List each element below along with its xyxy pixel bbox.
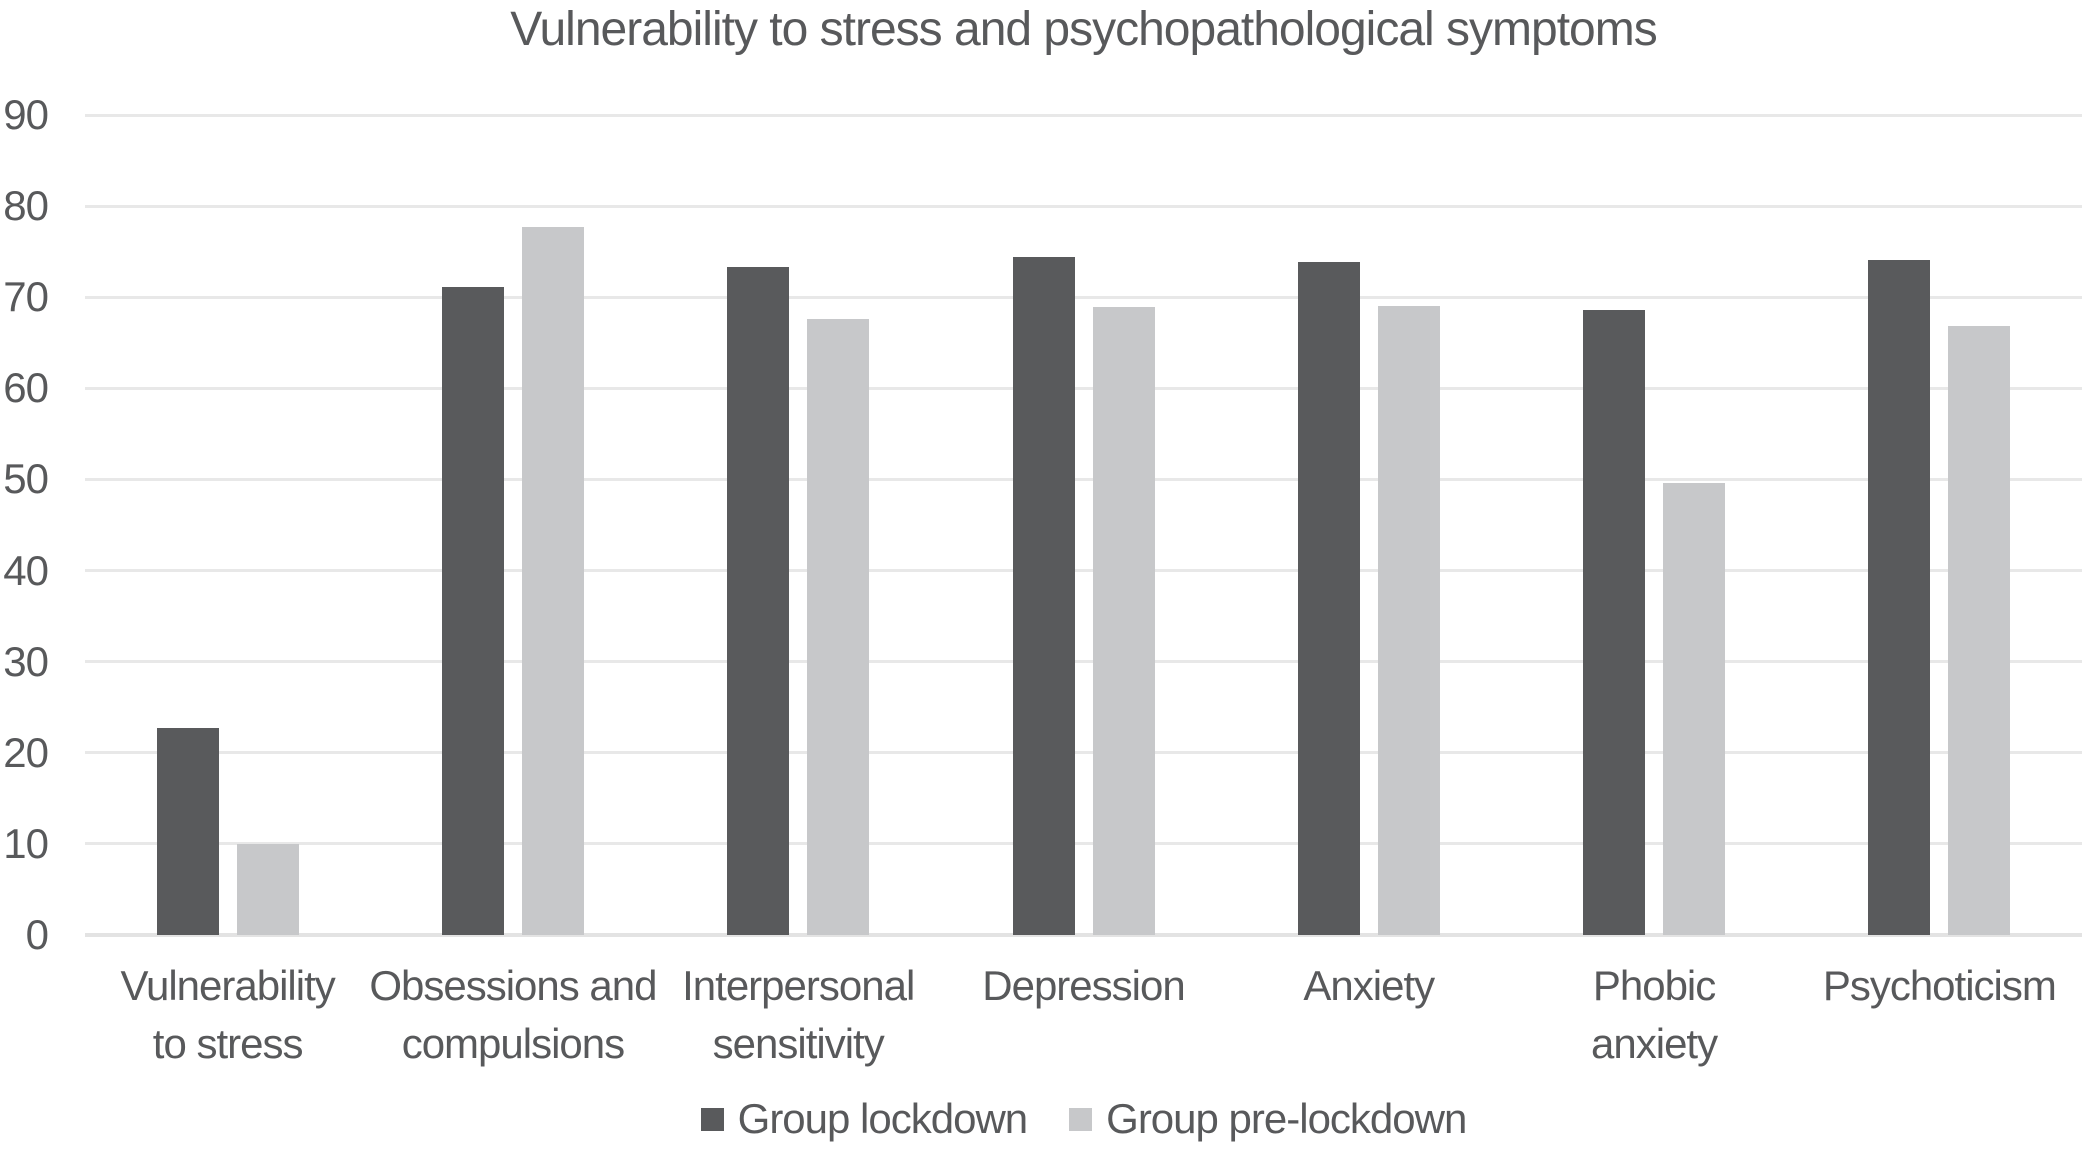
bar-group-lockdown-interpersonal-sensitivity xyxy=(727,267,790,935)
bar-group-pre-lockdown-obsessions-and-compulsions xyxy=(521,227,584,935)
legend-label: Group pre-lockdown xyxy=(1106,1095,1467,1142)
y-axis-tick-label-90: 90 xyxy=(3,91,49,138)
y-axis-tick-label-30: 30 xyxy=(3,637,49,685)
x-axis-label-phobic-anxiety: Phobic anxiety xyxy=(1591,962,1718,1067)
bar-group-lockdown-phobic-anxiety xyxy=(1583,309,1646,935)
bar-group-lockdown-anxiety xyxy=(1297,261,1360,935)
y-axis-tick-label-40: 40 xyxy=(3,546,49,594)
legend: Group lockdown Group pre-lockdown xyxy=(85,1098,2082,1140)
bar-group-lockdown-depression xyxy=(1012,257,1075,935)
x-axis-label-depression: Depression xyxy=(982,962,1185,1009)
gridline-10 xyxy=(85,842,2082,846)
x-axis-label-vulnerability-to-stress: Vulnerability to stress xyxy=(120,962,336,1067)
legend-swatch-icon xyxy=(1069,1107,1093,1131)
gridline-50 xyxy=(85,477,2082,481)
bar-group-pre-lockdown-anxiety xyxy=(1377,306,1440,935)
y-axis-tick-label-20: 20 xyxy=(3,728,49,776)
bar-group-lockdown-vulnerability-to-stress xyxy=(156,728,219,935)
gridline-90 xyxy=(85,113,2082,117)
bar-group-pre-lockdown-psychoticism xyxy=(1948,326,2011,935)
bar-group-pre-lockdown-interpersonal-sensitivity xyxy=(807,319,870,935)
legend-item-group-lockdown: Group lockdown xyxy=(700,1095,1028,1142)
gridline-20 xyxy=(85,751,2082,755)
y-axis-tick-label-70: 70 xyxy=(3,273,49,321)
x-axis-label-psychoticism: Psychoticism xyxy=(1822,962,2057,1009)
y-axis-tick-label-10: 10 xyxy=(3,819,49,867)
x-axis-line xyxy=(85,933,2082,937)
x-axis-label-interpersonal-sensitivity: Interpersonal sensitivity xyxy=(682,962,915,1067)
bar-group-pre-lockdown-depression xyxy=(1092,307,1155,935)
y-axis-tick-label-0: 0 xyxy=(25,911,49,958)
gridline-30 xyxy=(85,660,2082,664)
gridline-80 xyxy=(85,204,2082,208)
gridline-70 xyxy=(85,295,2082,299)
legend-swatch-icon xyxy=(700,1107,724,1131)
y-axis-tick-label-50: 50 xyxy=(3,455,49,503)
bar-group-lockdown-obsessions-and-compulsions xyxy=(441,287,504,935)
gridline-40 xyxy=(85,569,2082,573)
bar-group-pre-lockdown-phobic-anxiety xyxy=(1663,483,1726,935)
y-axis-tick-label-80: 80 xyxy=(3,182,49,230)
legend-label: Group lockdown xyxy=(737,1095,1028,1142)
legend-item-group-pre-lockdown: Group pre-lockdown xyxy=(1069,1095,1467,1142)
chart-title: Vulnerability to stress and psychopathol… xyxy=(510,3,1657,56)
bar-group-pre-lockdown-vulnerability-to-stress xyxy=(236,843,299,935)
x-axis-label-obsessions-and-compulsions: Obsessions and compulsions xyxy=(369,962,657,1067)
x-axis-label-anxiety: Anxiety xyxy=(1303,962,1435,1009)
y-axis-tick-label-60: 60 xyxy=(3,364,49,412)
gridline-60 xyxy=(85,386,2082,390)
bar-group-lockdown-psychoticism xyxy=(1868,259,1931,935)
